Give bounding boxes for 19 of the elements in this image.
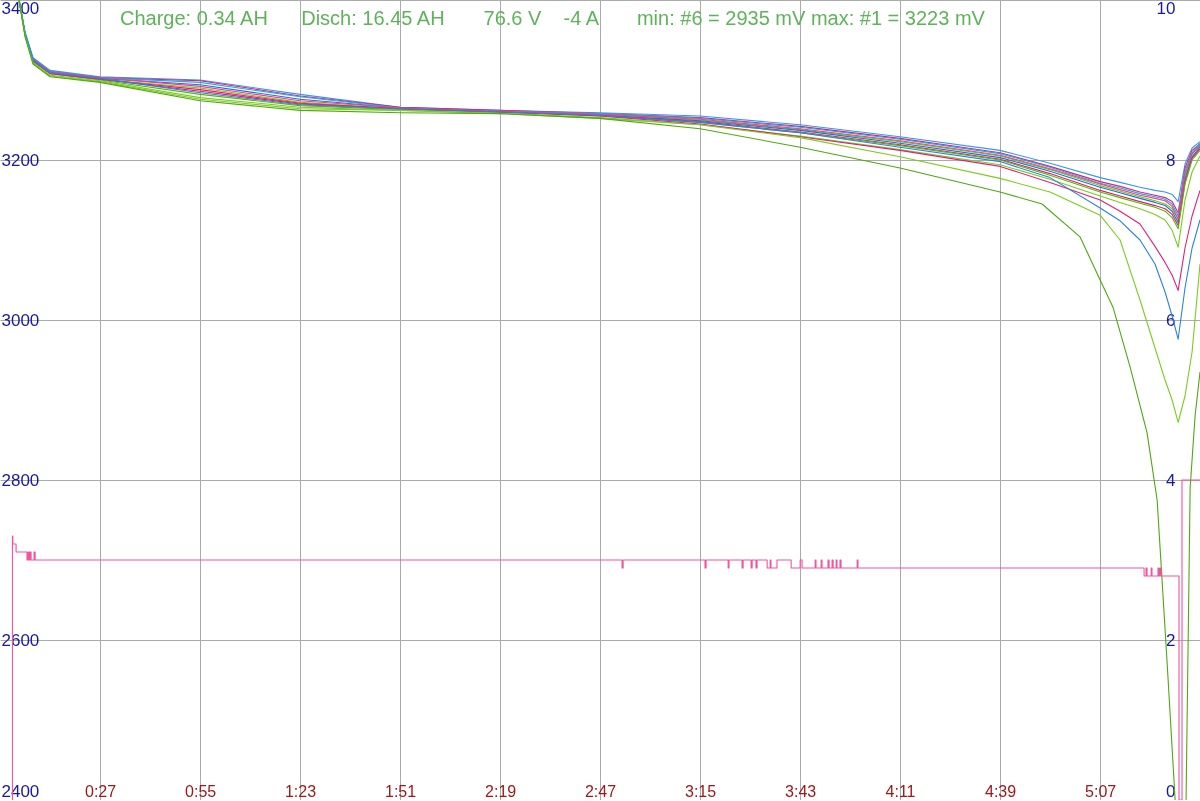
y2-tick-label: 8: [1166, 150, 1176, 170]
x-tick-label: 4:39: [985, 782, 1017, 800]
x-tick-label: 3:15: [685, 782, 717, 800]
x-tick-label: 2:19: [485, 782, 517, 800]
y2-tick-label: 4: [1166, 470, 1176, 490]
chart-title: Charge: 0.34 AH Disch: 16.45 AH 76.6 V -4 A min: #6 = 2935 mV max: #1 = 3223 mV: [120, 7, 986, 29]
x-tick-label: 3:43: [785, 782, 817, 800]
y-tick-label: 3000: [1, 310, 40, 330]
x-tick-label: 1:51: [385, 782, 417, 800]
y2-tick-label: 10: [1156, 0, 1176, 18]
y2-tick-label: 2: [1166, 630, 1176, 650]
x-tick-label: 4:11: [885, 782, 916, 800]
y-tick-label: 2800: [1, 470, 40, 490]
y-tick-label: 3200: [1, 150, 40, 170]
x-tick-label: 2:47: [584, 782, 617, 800]
x-tick-label: 0:55: [185, 782, 217, 800]
x-tick-label: 5:07: [1085, 782, 1117, 800]
x-tick-label: 1:23: [284, 782, 317, 800]
x-tick-label: 0:27: [85, 782, 117, 800]
